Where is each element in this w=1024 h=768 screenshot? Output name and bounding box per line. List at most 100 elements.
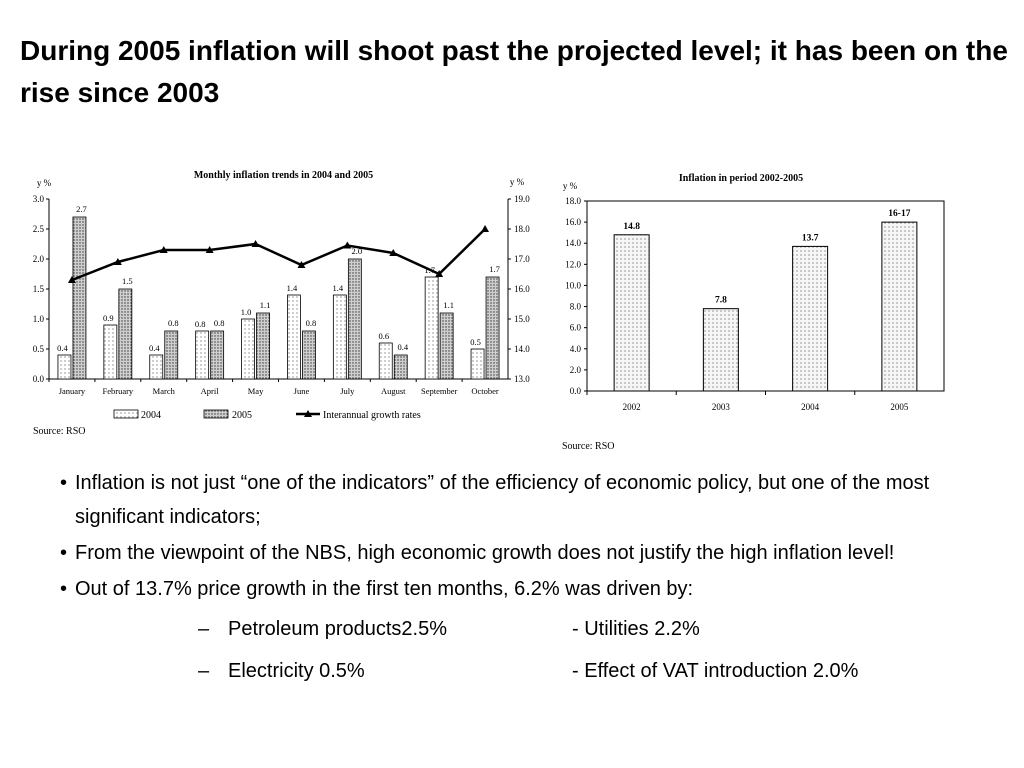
data-label-2005: 2.7 — [76, 204, 87, 214]
y-tick-label: 2.0 — [570, 365, 582, 375]
bullet-marker: • — [60, 578, 68, 600]
bar — [881, 221, 918, 392]
data-label-2005: 0.4 — [397, 342, 408, 352]
sub-marker: – — [198, 618, 210, 640]
data-label-2005: 0.8 — [168, 318, 179, 328]
bullet-text: From the viewpoint of the NBS, high econ… — [75, 542, 895, 564]
growth-rate-point — [297, 261, 306, 268]
legend-label-growth: Interannual growth rates — [323, 410, 421, 421]
growth-rate-point — [435, 270, 444, 277]
y-tick-label: 2.5 — [33, 224, 45, 234]
bar-2004 — [287, 294, 301, 380]
data-label-2004: 0.4 — [57, 343, 68, 353]
data-label-2004: 0.9 — [103, 313, 114, 323]
bullet-marker: • — [60, 542, 68, 564]
y2-tick-label: 17.0 — [514, 254, 530, 264]
bullet-text: Out of 13.7% price growth in the first t… — [75, 578, 694, 600]
y2-tick-label: 19.0 — [514, 194, 530, 204]
y-tick-label: 0.5 — [33, 344, 45, 354]
data-label-2004: 1.4 — [287, 283, 298, 293]
x-tick-label: May — [248, 386, 264, 396]
y2-tick-label: 14.0 — [514, 344, 530, 354]
bar-2005 — [302, 330, 316, 380]
y2-tick-label: 18.0 — [514, 224, 530, 234]
bar-2005 — [118, 288, 133, 380]
data-label: 16-17 — [888, 209, 910, 219]
growth-rate-point — [343, 241, 352, 249]
x-tick-label: January — [59, 386, 86, 396]
growth-rate-point — [159, 246, 168, 253]
y-tick-label: 1.0 — [33, 314, 45, 324]
bar — [702, 308, 739, 392]
data-label-2005: 1.5 — [122, 276, 133, 286]
sub-item: – Electricity 0.5% - Effect of VAT intro… — [60, 650, 980, 692]
y-tick-label: 18.0 — [565, 196, 581, 206]
left-chart-source: Source: RSO — [33, 426, 86, 437]
bar — [613, 234, 650, 392]
legend-swatch-2004 — [113, 409, 139, 419]
data-label-2005: 0.8 — [214, 318, 225, 328]
x-tick-label: September — [421, 386, 458, 396]
data-label: 7.8 — [715, 296, 727, 306]
data-label-2004: 0.5 — [470, 337, 481, 347]
data-label-2005: 1.7 — [489, 264, 500, 274]
data-label: 13.7 — [802, 233, 819, 243]
bar — [792, 245, 829, 392]
sub-item-list: – Petroleum products2.5% - Utilities 2.2… — [60, 608, 980, 692]
data-label-2004: 0.8 — [195, 319, 206, 329]
x-tick-label: February — [103, 386, 134, 396]
bar-2004 — [424, 276, 439, 380]
bar-2004 — [332, 294, 347, 380]
y-tick-label: 10.0 — [565, 280, 581, 290]
bar-2005 — [164, 330, 179, 380]
sub-item-left: Petroleum products2.5% — [228, 618, 448, 640]
growth-rate-point — [389, 249, 398, 256]
sub-item-left: Electricity 0.5% — [228, 660, 365, 682]
y-axis-label: y % — [37, 178, 52, 188]
y-tick-label: 6.0 — [570, 323, 582, 333]
sub-item-right: - Effect of VAT introduction 2.0% — [572, 660, 859, 682]
bar-2004 — [149, 354, 164, 380]
bullet-item: • From the viewpoint of the NBS, high ec… — [60, 536, 980, 570]
annual-inflation-chart: Inflation in period 2002-2005 y % 0.0 2.0 4.… — [556, 166, 956, 426]
slide-title: During 2005 inflation will shoot past th… — [20, 35, 1008, 108]
x-tick-label: 2004 — [801, 402, 820, 412]
data-label-2004: 0.6 — [378, 331, 389, 341]
data-label-2004: 0.4 — [149, 343, 160, 353]
data-label-2005: 0.8 — [306, 318, 317, 328]
growth-rate-point — [205, 246, 214, 253]
legend-marker-growth — [304, 410, 312, 417]
bullet-item: • Inflation is not just “one of the indi… — [60, 466, 980, 534]
bar-2005 — [210, 330, 225, 380]
data-label-2005: 1.1 — [443, 300, 454, 310]
y-tick-label: 3.0 — [33, 194, 45, 204]
chart-title: Inflation in period 2002-2005 — [679, 173, 803, 184]
growth-rate-point — [67, 276, 76, 283]
x-tick-label: 2005 — [890, 402, 909, 412]
data-label-2004: 1.4 — [333, 283, 344, 293]
bar-2005 — [439, 312, 454, 380]
y-tick-label: 0.0 — [570, 386, 582, 396]
monthly-inflation-chart: Monthly inflation trends in 2004 and 200… — [28, 164, 548, 434]
legend-label-2004: 2004 — [141, 410, 161, 421]
bar-2005 — [256, 312, 270, 380]
y-tick-label: 1.5 — [33, 284, 45, 294]
y-axis-label: y % — [563, 181, 578, 191]
growth-rate-point — [481, 225, 490, 232]
bar-2004 — [241, 318, 255, 380]
data-label-2004: 1.0 — [241, 307, 252, 317]
y2-tick-label: 15.0 — [514, 314, 530, 324]
x-tick-label: 2003 — [712, 402, 731, 412]
bar-2005 — [347, 258, 362, 380]
sub-item-right: - Utilities 2.2% — [572, 618, 700, 640]
legend-label-2005: 2005 — [232, 410, 252, 421]
growth-rate-line — [71, 228, 486, 282]
legend-swatch-2005 — [203, 409, 229, 419]
bar-2004 — [470, 348, 485, 380]
x-tick-label: April — [201, 386, 220, 396]
growth-rate-point — [251, 240, 260, 247]
x-tick-label: July — [340, 386, 355, 396]
sub-marker: – — [198, 660, 210, 682]
bullet-text: Inflation is not just “one of the indica… — [75, 472, 930, 528]
y-tick-label: 14.0 — [565, 238, 581, 248]
